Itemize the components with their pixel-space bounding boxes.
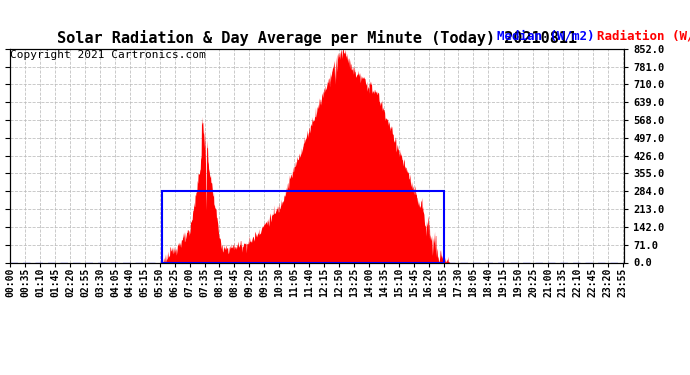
- Text: Radiation (W/m2): Radiation (W/m2): [597, 29, 690, 42]
- Text: Copyright 2021 Cartronics.com: Copyright 2021 Cartronics.com: [10, 50, 206, 60]
- Bar: [162, 191, 444, 262]
- Title: Solar Radiation & Day Average per Minute (Today) 20210811: Solar Radiation & Day Average per Minute…: [57, 30, 578, 46]
- Text: Median (W/m2): Median (W/m2): [497, 29, 594, 42]
